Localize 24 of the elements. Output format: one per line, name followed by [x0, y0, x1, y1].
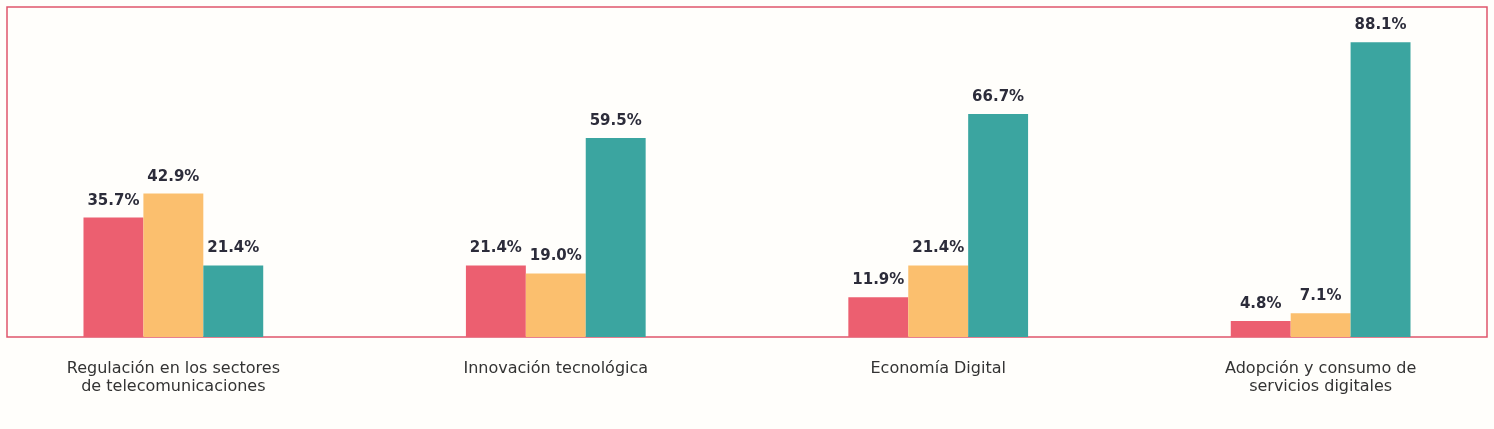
data-label: 21.4%: [912, 238, 965, 257]
data-label: 66.7%: [972, 86, 1025, 105]
data-label: 4.8%: [1239, 293, 1282, 312]
data-label: 11.9%: [852, 270, 905, 289]
x-tick-label: Adopción y consumo de servicios digitales: [1225, 357, 1417, 395]
bar: [968, 113, 1029, 337]
data-label: 21.4%: [469, 238, 522, 257]
data-label: 21.4%: [207, 238, 260, 257]
bar: [143, 193, 204, 337]
bar: [1350, 42, 1411, 337]
bar: [525, 273, 586, 337]
bar: [908, 265, 969, 337]
data-label: 19.0%: [529, 246, 582, 265]
data-label: 59.5%: [589, 111, 642, 130]
x-tick-label: Economía Digital: [870, 357, 1006, 377]
bar: [203, 265, 264, 337]
bar: [1290, 313, 1351, 337]
bar: [585, 138, 646, 337]
x-tick-label: Innovación tecnológica: [463, 357, 649, 377]
data-label: 88.1%: [1354, 15, 1407, 34]
data-label: 35.7%: [87, 190, 140, 209]
x-tick-label: Regulación en los sectores de telecomunicaciones: [66, 357, 280, 395]
data-label: 42.9%: [147, 166, 200, 185]
data-label: 7.1%: [1299, 286, 1342, 305]
